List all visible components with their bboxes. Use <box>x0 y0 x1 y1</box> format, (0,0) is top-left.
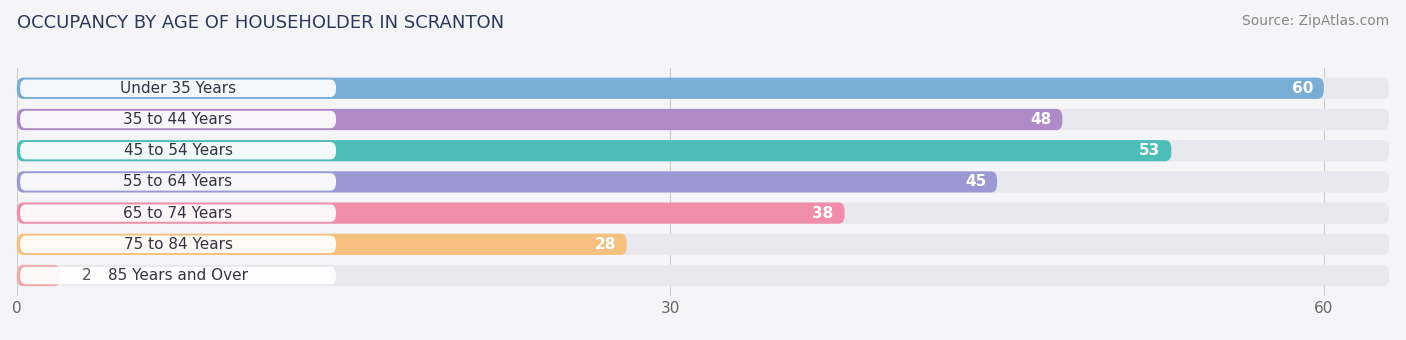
FancyBboxPatch shape <box>17 109 1389 130</box>
Text: 75 to 84 Years: 75 to 84 Years <box>124 237 232 252</box>
Text: 35 to 44 Years: 35 to 44 Years <box>124 112 232 127</box>
Text: 55 to 64 Years: 55 to 64 Years <box>124 174 232 189</box>
Text: 85 Years and Over: 85 Years and Over <box>108 268 247 283</box>
FancyBboxPatch shape <box>17 171 997 192</box>
Text: 60: 60 <box>1292 81 1313 96</box>
Text: 38: 38 <box>813 206 834 221</box>
FancyBboxPatch shape <box>17 265 1389 286</box>
Text: 45: 45 <box>965 174 986 189</box>
FancyBboxPatch shape <box>17 78 1389 99</box>
Text: 53: 53 <box>1139 143 1160 158</box>
Text: Source: ZipAtlas.com: Source: ZipAtlas.com <box>1241 14 1389 28</box>
FancyBboxPatch shape <box>17 234 1389 255</box>
FancyBboxPatch shape <box>20 267 336 284</box>
Text: 2: 2 <box>82 268 91 283</box>
FancyBboxPatch shape <box>20 236 336 253</box>
Text: 28: 28 <box>595 237 616 252</box>
Text: 65 to 74 Years: 65 to 74 Years <box>124 206 232 221</box>
Text: 45 to 54 Years: 45 to 54 Years <box>124 143 232 158</box>
Text: OCCUPANCY BY AGE OF HOUSEHOLDER IN SCRANTON: OCCUPANCY BY AGE OF HOUSEHOLDER IN SCRAN… <box>17 14 503 32</box>
FancyBboxPatch shape <box>17 265 60 286</box>
FancyBboxPatch shape <box>17 171 1389 192</box>
FancyBboxPatch shape <box>20 80 336 97</box>
FancyBboxPatch shape <box>17 109 1063 130</box>
FancyBboxPatch shape <box>17 140 1389 161</box>
FancyBboxPatch shape <box>20 111 336 128</box>
FancyBboxPatch shape <box>17 140 1171 161</box>
FancyBboxPatch shape <box>17 234 627 255</box>
FancyBboxPatch shape <box>17 78 1324 99</box>
Text: 48: 48 <box>1031 112 1052 127</box>
FancyBboxPatch shape <box>17 203 1389 224</box>
FancyBboxPatch shape <box>20 173 336 191</box>
Text: Under 35 Years: Under 35 Years <box>120 81 236 96</box>
FancyBboxPatch shape <box>20 142 336 159</box>
FancyBboxPatch shape <box>20 204 336 222</box>
FancyBboxPatch shape <box>17 203 845 224</box>
